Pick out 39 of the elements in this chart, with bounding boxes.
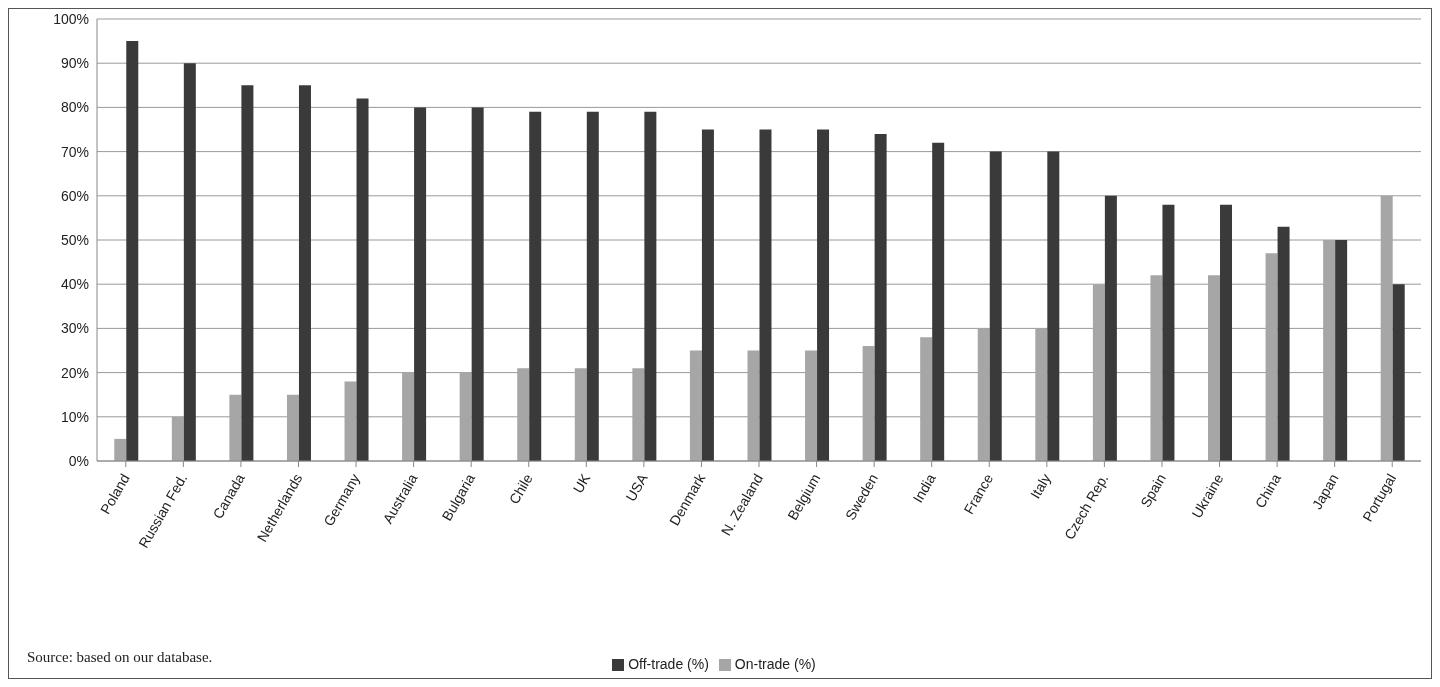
bar [701, 129, 714, 461]
y-tick-label: 10% [60, 408, 89, 425]
bar [298, 85, 311, 461]
y-tick-label: 50% [60, 231, 89, 248]
bar [644, 111, 657, 461]
bar [1162, 204, 1175, 461]
y-tick-label: 40% [60, 276, 89, 293]
source-note: Source: based on our database. [27, 649, 213, 666]
y-tick-label: 20% [60, 364, 89, 381]
bar [1047, 151, 1060, 461]
legend-label: Off-trade (%) [628, 656, 709, 672]
bar [932, 142, 945, 461]
bar [1392, 284, 1405, 461]
bar [1104, 195, 1117, 461]
bar [759, 129, 772, 461]
bar [529, 111, 542, 461]
bar [1220, 204, 1233, 461]
bar [989, 151, 1002, 461]
y-tick-label: 80% [60, 99, 89, 116]
bar [114, 438, 127, 461]
x-tick-label: UK [569, 470, 594, 496]
bar [356, 98, 369, 461]
bar [471, 107, 484, 461]
bar [241, 85, 254, 461]
y-tick-label: 100% [53, 10, 89, 27]
y-tick-label: 70% [60, 143, 89, 160]
bar [1277, 226, 1290, 461]
bar [126, 41, 139, 461]
bar [586, 111, 599, 461]
bar [183, 63, 196, 461]
y-tick-label: 0% [68, 452, 89, 469]
bar [817, 129, 830, 461]
legend-label: On-trade (%) [734, 656, 816, 672]
bar [1335, 240, 1348, 461]
y-tick-label: 60% [60, 187, 89, 204]
y-tick-label: 30% [60, 320, 89, 337]
bar [414, 107, 427, 461]
bar [874, 133, 887, 461]
y-tick-label: 90% [60, 55, 89, 72]
